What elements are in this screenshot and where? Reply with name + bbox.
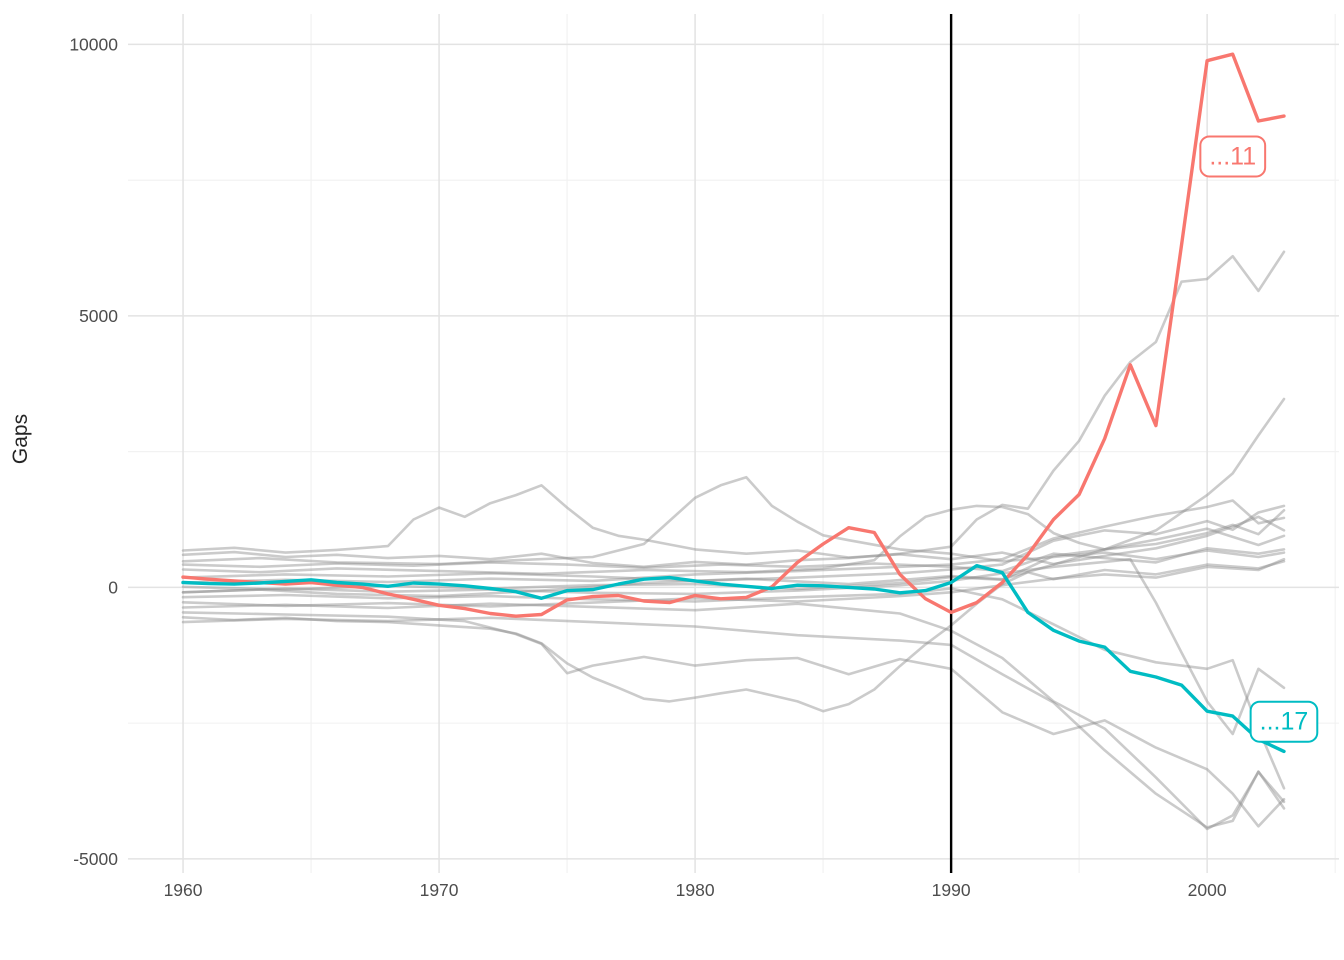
placebo-line-placebo-15 (181, 611, 1286, 828)
series-label-box-11: ...11 (1199, 135, 1267, 178)
x-tick-label-1960: 1960 (164, 880, 203, 900)
y-axis-title: Gaps (9, 414, 32, 464)
x-tick-label-1970: 1970 (420, 880, 459, 900)
placebo-line-placebo-05 (181, 475, 1286, 566)
placebo-line-placebo-01 (181, 250, 1286, 569)
series-label-text: ...11 (1209, 142, 1256, 170)
placebo-line-placebo-02 (181, 397, 1286, 598)
y-tick-label-10000: 10000 (69, 34, 118, 54)
series-label-text: ...17 (1260, 708, 1309, 736)
y-tick-label-5000: 5000 (79, 306, 118, 326)
treated-line-11 (181, 52, 1286, 618)
placebo-line-placebo-16 (181, 547, 1286, 573)
treated-line-17 (181, 564, 1286, 754)
x-tick-label-2000: 2000 (1188, 880, 1227, 900)
axis-tick-labels: 1960 1970 1980 1990 2000 10000 5000 0 -5000 (69, 34, 1227, 900)
placebo-lines (181, 250, 1286, 831)
x-tick-label-1990: 1990 (932, 880, 971, 900)
series-label-border (1199, 135, 1267, 178)
series-label-border (1249, 700, 1319, 743)
treated-lines (181, 52, 1286, 754)
placebo-line-placebo-06 (181, 560, 1286, 713)
grid-major-lines (128, 14, 1339, 873)
series-label-box-17: ...17 (1249, 700, 1319, 743)
y-tick-label-0: 0 (108, 577, 118, 597)
x-tick-label-1980: 1980 (676, 880, 715, 900)
series-label-boxes: ...11 ...17 (1199, 135, 1319, 743)
placebo-line-placebo-07 (181, 602, 1286, 831)
placebo-line-placebo-13 (181, 527, 1286, 591)
y-tick-label--5000: -5000 (73, 849, 118, 869)
grid-minor-lines (128, 14, 1339, 873)
placebo-line-placebo-09 (181, 587, 1286, 790)
placebo-line-placebo-04 (181, 484, 1286, 566)
